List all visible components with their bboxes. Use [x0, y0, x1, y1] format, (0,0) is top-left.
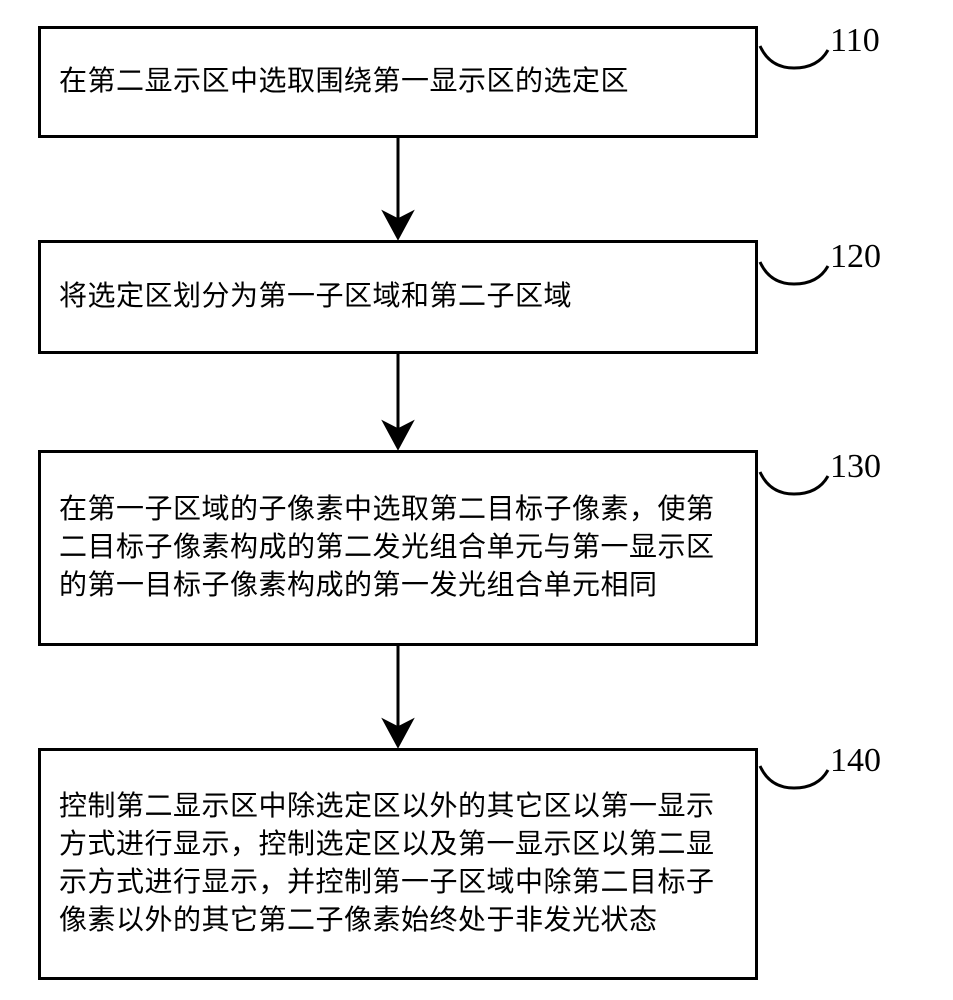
flowchart-canvas: 在第二显示区中选取围绕第一显示区的选定区 110 将选定区划分为第一子区域和第二子区…: [0, 0, 953, 1000]
flowchart-step-label: 140: [830, 742, 881, 780]
flowchart-leader: [760, 262, 828, 284]
flowchart-node-n120: 将选定区划分为第一子区域和第二子区域: [38, 240, 758, 354]
flowchart-step-label: 130: [830, 448, 881, 486]
flowchart-leader: [760, 766, 828, 788]
flowchart-node-text: 在第二显示区中选取围绕第一显示区的选定区: [59, 63, 737, 101]
flowchart-node-n110: 在第二显示区中选取围绕第一显示区的选定区: [38, 26, 758, 138]
flowchart-node-n140: 控制第二显示区中除选定区以外的其它区以第一显示方式进行显示，控制选定区以及第一显…: [38, 748, 758, 980]
flowchart-step-label: 110: [830, 22, 880, 60]
flowchart-step-label: 120: [830, 238, 881, 276]
flowchart-node-text: 控制第二显示区中除选定区以外的其它区以第一显示方式进行显示，控制选定区以及第一显…: [59, 788, 737, 939]
flowchart-leader: [760, 46, 828, 68]
flowchart-leader: [760, 472, 828, 494]
flowchart-node-n130: 在第一子区域的子像素中选取第二目标子像素，使第二目标子像素构成的第二发光组合单元…: [38, 450, 758, 646]
flowchart-node-text: 将选定区划分为第一子区域和第二子区域: [59, 278, 737, 316]
flowchart-node-text: 在第一子区域的子像素中选取第二目标子像素，使第二目标子像素构成的第二发光组合单元…: [59, 491, 737, 604]
